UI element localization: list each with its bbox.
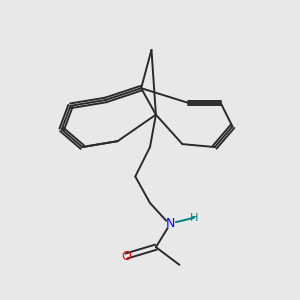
Text: O: O [122,250,131,262]
Text: N: N [166,217,175,230]
Text: H: H [190,213,198,223]
